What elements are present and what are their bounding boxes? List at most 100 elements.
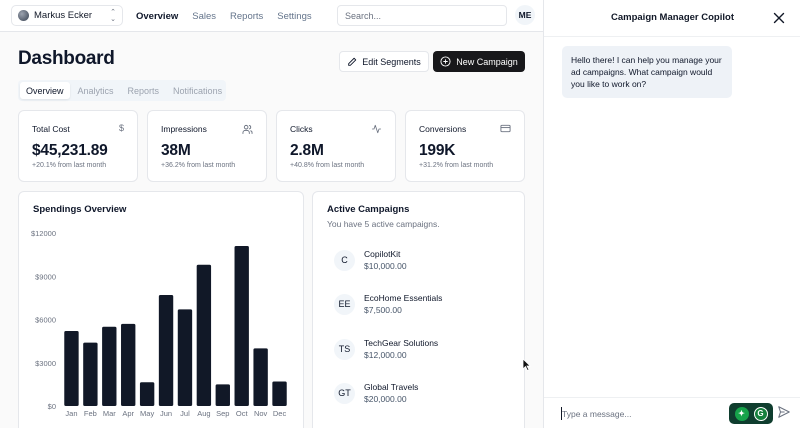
new-campaign-button[interactable]: New Campaign bbox=[433, 51, 525, 72]
y-axis-tick-label: $6000 bbox=[35, 316, 56, 325]
user-switcher[interactable]: Markus Ecker ⌃ ⌄ bbox=[11, 5, 123, 26]
campaign-name: TechGear Solutions bbox=[364, 337, 439, 348]
campaign-amount: $12,000.00 bbox=[364, 349, 407, 360]
stat-value: 199K bbox=[419, 142, 456, 159]
x-axis-tick-label: Dec bbox=[273, 409, 287, 418]
campaign-item[interactable]: GT Global Travels $20,000.00 bbox=[334, 381, 514, 405]
x-axis-tick-label: Sep bbox=[216, 409, 229, 418]
tab-analytics[interactable]: Analytics bbox=[77, 85, 114, 96]
x-axis-tick-label: Feb bbox=[84, 409, 97, 418]
stat-label: Clicks bbox=[290, 124, 313, 134]
campaign-amount: $10,000.00 bbox=[364, 260, 407, 271]
x-axis-tick-label: Oct bbox=[236, 409, 249, 418]
send-icon[interactable] bbox=[777, 405, 791, 419]
copilot-header: Campaign Manager Copilot bbox=[544, 0, 800, 37]
bar-apr[interactable] bbox=[121, 323, 136, 406]
copilot-title: Campaign Manager Copilot bbox=[611, 12, 734, 23]
activity-icon bbox=[371, 124, 382, 136]
grammarly-icon: G bbox=[753, 406, 768, 421]
message-input[interactable] bbox=[562, 407, 712, 421]
nav-link-reports[interactable]: Reports bbox=[230, 10, 264, 22]
stat-value: 2.8M bbox=[290, 142, 324, 159]
users-icon bbox=[242, 124, 253, 136]
x-axis-tick-label: Jul bbox=[180, 409, 190, 418]
plus-circle-icon bbox=[440, 56, 451, 67]
campaign-name: EcoHome Essentials bbox=[364, 292, 443, 303]
campaign-item[interactable]: EE EcoHome Essentials $7,500.00 bbox=[334, 292, 514, 316]
profile-avatar[interactable]: ME bbox=[515, 5, 535, 25]
stat-change: +36.2% from last month bbox=[161, 162, 236, 169]
stat-card-conversions: Conversions 199K +31.2% from last month bbox=[405, 110, 525, 182]
chevron-up-down-icon: ⌃ ⌄ bbox=[110, 8, 116, 23]
nav-link-overview[interactable]: Overview bbox=[136, 10, 179, 22]
campaign-avatar: GT bbox=[334, 382, 355, 404]
campaign-avatar: TS bbox=[334, 338, 355, 360]
bar-nov[interactable] bbox=[253, 348, 268, 406]
bar-sep[interactable] bbox=[215, 384, 230, 407]
bar-jan[interactable] bbox=[64, 331, 79, 406]
stat-value: 38M bbox=[161, 142, 191, 159]
bar-oct[interactable] bbox=[234, 245, 249, 406]
campaign-item[interactable]: TS TechGear Solutions $12,000.00 bbox=[334, 337, 514, 361]
stat-label: Conversions bbox=[419, 124, 467, 134]
x-axis-tick-label: Aug bbox=[197, 409, 210, 418]
copilot-sidebar: Campaign Manager Copilot Hello there! I … bbox=[543, 0, 800, 428]
campaigns-subtitle: You have 5 active campaigns. bbox=[327, 219, 440, 229]
campaign-amount: $7,500.00 bbox=[364, 304, 402, 315]
y-axis-tick-label: $3000 bbox=[35, 359, 56, 368]
text-caret bbox=[561, 407, 562, 420]
campaign-name: CopilotKit bbox=[364, 248, 401, 259]
new-campaign-label: New Campaign bbox=[456, 56, 518, 67]
stat-value: $45,231.89 bbox=[32, 142, 108, 159]
x-axis-tick-label: Jan bbox=[65, 409, 77, 418]
stat-change: +31.2% from last month bbox=[419, 162, 494, 169]
bar-may[interactable] bbox=[139, 382, 155, 406]
x-axis-tick-label: Jun bbox=[160, 409, 172, 418]
bar-mar[interactable] bbox=[102, 326, 117, 406]
bar-jul[interactable] bbox=[177, 309, 193, 406]
pencil-icon bbox=[348, 57, 357, 66]
main-nav: Overview Sales Reports Settings bbox=[136, 0, 312, 32]
bar-jun[interactable] bbox=[158, 294, 174, 406]
campaigns-title: Active Campaigns bbox=[327, 204, 410, 215]
stat-card-total-cost: Total Cost $ $45,231.89 +20.1% from last… bbox=[18, 110, 138, 182]
stat-change: +40.8% from last month bbox=[290, 162, 365, 169]
stat-card-clicks: Clicks 2.8M +40.8% from last month bbox=[276, 110, 396, 182]
stat-card-impressions: Impressions 38M +36.2% from last month bbox=[147, 110, 267, 182]
assistant-message: Hello there! I can help you manage your … bbox=[562, 46, 732, 98]
credit-card-icon bbox=[500, 124, 511, 135]
browser-extension-badge[interactable]: ✦ G bbox=[729, 403, 773, 424]
user-name: Markus Ecker bbox=[34, 10, 93, 21]
bar-dec[interactable] bbox=[272, 381, 287, 406]
stat-label: Impressions bbox=[161, 124, 207, 134]
search-input[interactable] bbox=[337, 5, 507, 26]
y-axis-tick-label: $12000 bbox=[31, 229, 56, 238]
stat-label: Total Cost bbox=[32, 124, 70, 134]
bar-aug[interactable] bbox=[196, 264, 212, 406]
close-icon[interactable] bbox=[772, 11, 786, 25]
tab-overview[interactable]: Overview bbox=[20, 82, 70, 99]
spendings-overview-panel: Spendings Overview $0 $3000 $6000 $9000 $120… bbox=[18, 191, 304, 428]
campaign-avatar: C bbox=[334, 249, 355, 271]
x-axis-tick-label: Mar bbox=[103, 409, 116, 418]
active-campaigns-panel: Active Campaigns You have 5 active campa… bbox=[312, 191, 525, 428]
edit-segments-label: Edit Segments bbox=[362, 56, 421, 67]
tab-notifications[interactable]: Notifications bbox=[173, 85, 223, 96]
tab-reports[interactable]: Reports bbox=[127, 85, 160, 96]
campaign-name: Global Travels bbox=[364, 381, 419, 392]
page-title: Dashboard bbox=[18, 48, 115, 69]
message-composer bbox=[544, 397, 800, 428]
nav-link-sales[interactable]: Sales bbox=[192, 10, 217, 22]
bar-feb[interactable] bbox=[83, 342, 98, 406]
x-axis-tick-label: Apr bbox=[122, 409, 134, 418]
dashboard-app: Markus Ecker ⌃ ⌄ Overview Sales Reports S… bbox=[0, 0, 543, 428]
sparkle-icon: ✦ bbox=[734, 406, 749, 421]
x-axis-tick-label: Nov bbox=[254, 409, 268, 418]
spendings-chart: $0 $3000 $6000 $9000 $12000 Jan Feb Mar Apr May Ju… bbox=[31, 229, 287, 418]
y-axis-tick-label: $0 bbox=[48, 402, 56, 411]
edit-segments-button[interactable]: Edit Segments bbox=[339, 51, 429, 72]
nav-link-settings[interactable]: Settings bbox=[277, 10, 312, 22]
dollar-icon: $ bbox=[118, 123, 124, 133]
campaign-item[interactable]: C CopilotKit $10,000.00 bbox=[334, 248, 514, 272]
mouse-cursor-icon bbox=[522, 358, 531, 371]
